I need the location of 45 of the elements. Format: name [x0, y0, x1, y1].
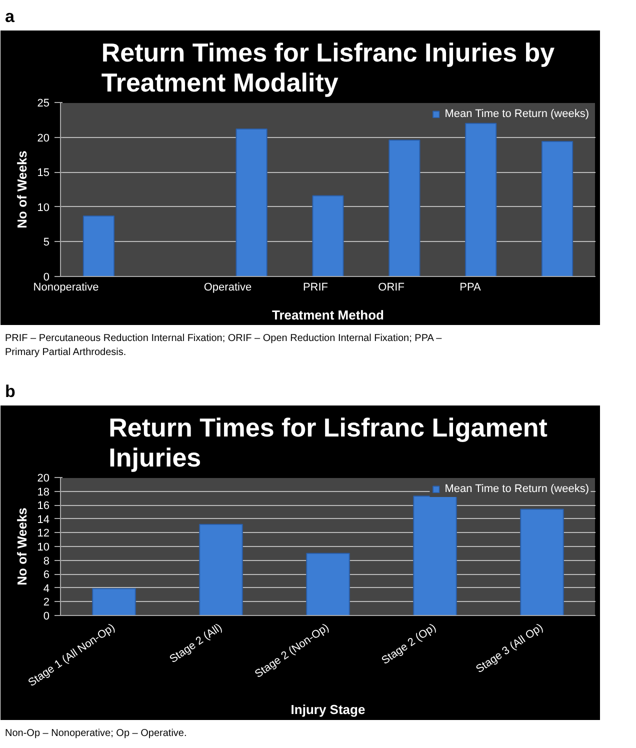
chart-title: Return Times for Lisfranc Injuries by Treatment Modality [101, 38, 556, 98]
y-tick-label: 8 [43, 555, 50, 568]
bar [199, 524, 243, 616]
text: PRIF – Percutaneous Reduction Internal Fixation; ORIF – Open Reduction Internal Fixation; PPA – Primary Partial Arthrodesis. [5, 332, 443, 360]
y-tick-label: 5 [43, 236, 50, 249]
chart-title: Return Times for Lisfranc Ligament Injuries [108, 412, 548, 472]
bar [306, 552, 350, 616]
y-axis-title: No of Weeks [14, 150, 30, 228]
bar [312, 195, 344, 276]
bar [542, 140, 574, 276]
y-tick-label: 6 [43, 569, 50, 582]
y-tick-label: 18 [37, 486, 50, 498]
y-tick-label: 4 [43, 582, 50, 595]
y-tick-label: 2 [43, 596, 50, 609]
x-tick-label: Operative [204, 282, 252, 294]
y-tick-label: 20 [37, 472, 50, 484]
text: a [5, 7, 14, 26]
x-tick-label: Nonoperative [33, 282, 99, 294]
x-tick-label: PPA [460, 282, 482, 294]
bar [520, 508, 564, 616]
y-tick-label: 0 [43, 610, 50, 622]
y-tick-label: 10 [37, 202, 50, 214]
legend-label: Mean Time to Return (weeks) [444, 108, 589, 120]
y-tick-label: 0 [43, 272, 50, 284]
x-tick-label: ORIF [378, 282, 405, 294]
legend-label: Mean Time to Return (weeks) [444, 483, 589, 495]
bar [236, 128, 268, 276]
y-tick-label: 14 [37, 514, 50, 526]
bar [388, 140, 420, 276]
y-tick-label: 25 [37, 98, 50, 110]
bar [413, 496, 457, 616]
y-axis-title: No of Weeks [14, 508, 30, 586]
y-tick-label: 16 [37, 500, 50, 512]
x-axis-title: Treatment Method [272, 308, 384, 322]
y-tick-label: 10 [37, 542, 50, 554]
y-tick-label: 12 [37, 528, 50, 540]
text: b [5, 382, 16, 401]
bar [82, 215, 114, 276]
y-tick-label: 20 [37, 132, 50, 144]
y-tick-label: 15 [37, 167, 50, 180]
bar [465, 122, 497, 276]
x-tick-label: PRIF [302, 282, 328, 294]
bar [92, 588, 136, 616]
text: Non-Op – Nonoperative; Op – Operative. [5, 727, 187, 741]
x-axis-title: Injury Stage [290, 702, 366, 718]
